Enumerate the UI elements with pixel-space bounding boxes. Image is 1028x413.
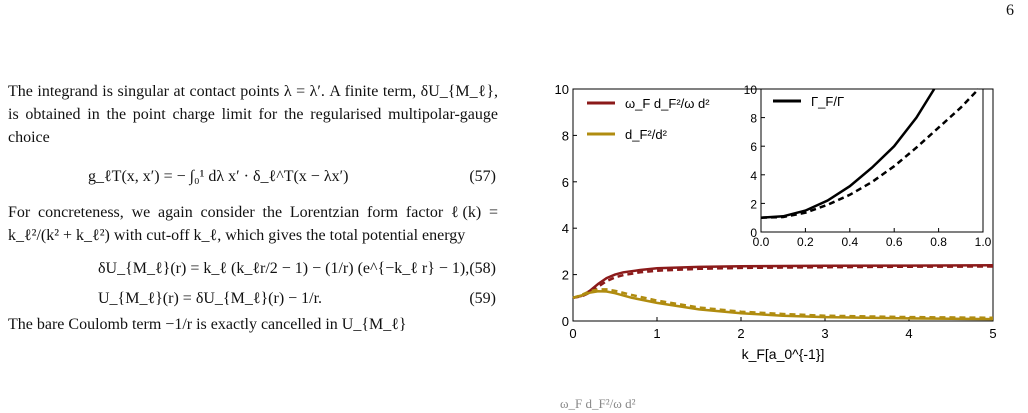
equation-58-body: δU_{M_ℓ}(r) = k_ℓ (k_ℓr/2 − 1) − (1/r) (…	[98, 260, 470, 277]
main-ytick-label: 4	[562, 221, 569, 236]
main-xlabel: k_F[a_0^{-1}]	[742, 346, 825, 362]
paragraph-1: The integrand is singular at contact poi…	[8, 83, 498, 146]
main-ytick-label: 2	[562, 268, 569, 283]
inset-series-0-line	[760, 88, 936, 219]
main-xtick-label: 5	[989, 326, 996, 341]
main-chart: 0 1 2 3 4 5 0 2 4 6 8 10 ω_F d_F²/ω d² d_F²/d² k_F[a_0…	[555, 82, 997, 362]
main-legend-label-2: d_F²/d²	[625, 127, 668, 142]
equation-57: g_ℓT(x, x′) = − ∫₀¹ dλ x′ · δ_ℓ^T(x − λx…	[8, 155, 498, 201]
main-series-1-line	[572, 265, 994, 300]
main-ytick-label: 8	[562, 128, 569, 143]
equation-59: U_{M_ℓ}(r) = δU_{M_ℓ}(r) − 1/r. (59)	[8, 283, 498, 313]
inset-background	[761, 89, 983, 232]
figure-caption-fragment: ω_F d_F²/ω d²	[560, 396, 636, 411]
main-ytick-label: 10	[555, 82, 569, 97]
inset-series-1-line	[760, 88, 980, 219]
inset-xtick-label: 0.8	[930, 235, 947, 249]
equation-57-body: g_ℓT(x, x′) = − ∫₀¹ dλ x′ · δ_ℓ^T(x − λx…	[88, 168, 349, 185]
equation-59-body: U_{M_ℓ}(r) = δU_{M_ℓ}(r) − 1/r.	[98, 290, 323, 307]
equation-57-number: (57)	[469, 168, 496, 185]
main-xtick-label: 4	[905, 326, 912, 341]
paragraph-2: For concreteness, we again consider the …	[8, 204, 498, 244]
inset-xtick-label: 1.0	[975, 235, 992, 249]
main-series-3-line	[572, 288, 994, 320]
inset-ytick-label: 2	[750, 197, 757, 211]
main-ytick-label: 0	[562, 314, 569, 329]
text-column: The integrand is singular at contact poi…	[8, 80, 498, 342]
main-xtick-label: 0	[569, 326, 576, 341]
inset-ytick-label: 10	[744, 83, 758, 97]
equation-59-number: (59)	[469, 290, 496, 307]
equation-58-number: (58)	[469, 260, 496, 277]
inset-ytick-label: 0	[750, 226, 757, 240]
page-number: 6	[1006, 2, 1014, 19]
main-xtick-label: 2	[737, 326, 744, 341]
inset-xtick-label: 0.4	[841, 235, 858, 249]
inset-xtick-label: 0.2	[797, 235, 814, 249]
inset-ytick-label: 8	[750, 112, 757, 126]
inset-xtick-label: 0.6	[886, 235, 903, 249]
inset-frame	[760, 88, 984, 233]
main-xtick-label: 3	[821, 326, 828, 341]
main-series-2-line	[572, 290, 994, 321]
inset-ytick-label: 4	[750, 169, 757, 183]
paragraph-3: The bare Coulomb term −1/r is exactly ca…	[8, 316, 407, 333]
main-legend-label-0: ω_F d_F²/ω d²	[625, 96, 710, 111]
inset-ytick-label: 6	[750, 140, 757, 154]
main-xtick-label: 1	[653, 326, 660, 341]
inset-legend-label-0: Γ_F/Γ	[811, 94, 844, 109]
main-ytick-label: 6	[562, 175, 569, 190]
figure: 0 1 2 3 4 5 0 2 4 6 8 10 ω_F d_F²/ω d² d_F²/d² k_F[a_0…	[545, 75, 1015, 380]
main-series-0-line	[572, 264, 994, 300]
inset-xtick-label: 0.0	[753, 235, 770, 249]
equation-58: δU_{M_ℓ}(r) = k_ℓ (k_ℓr/2 − 1) − (1/r) (…	[8, 253, 498, 283]
